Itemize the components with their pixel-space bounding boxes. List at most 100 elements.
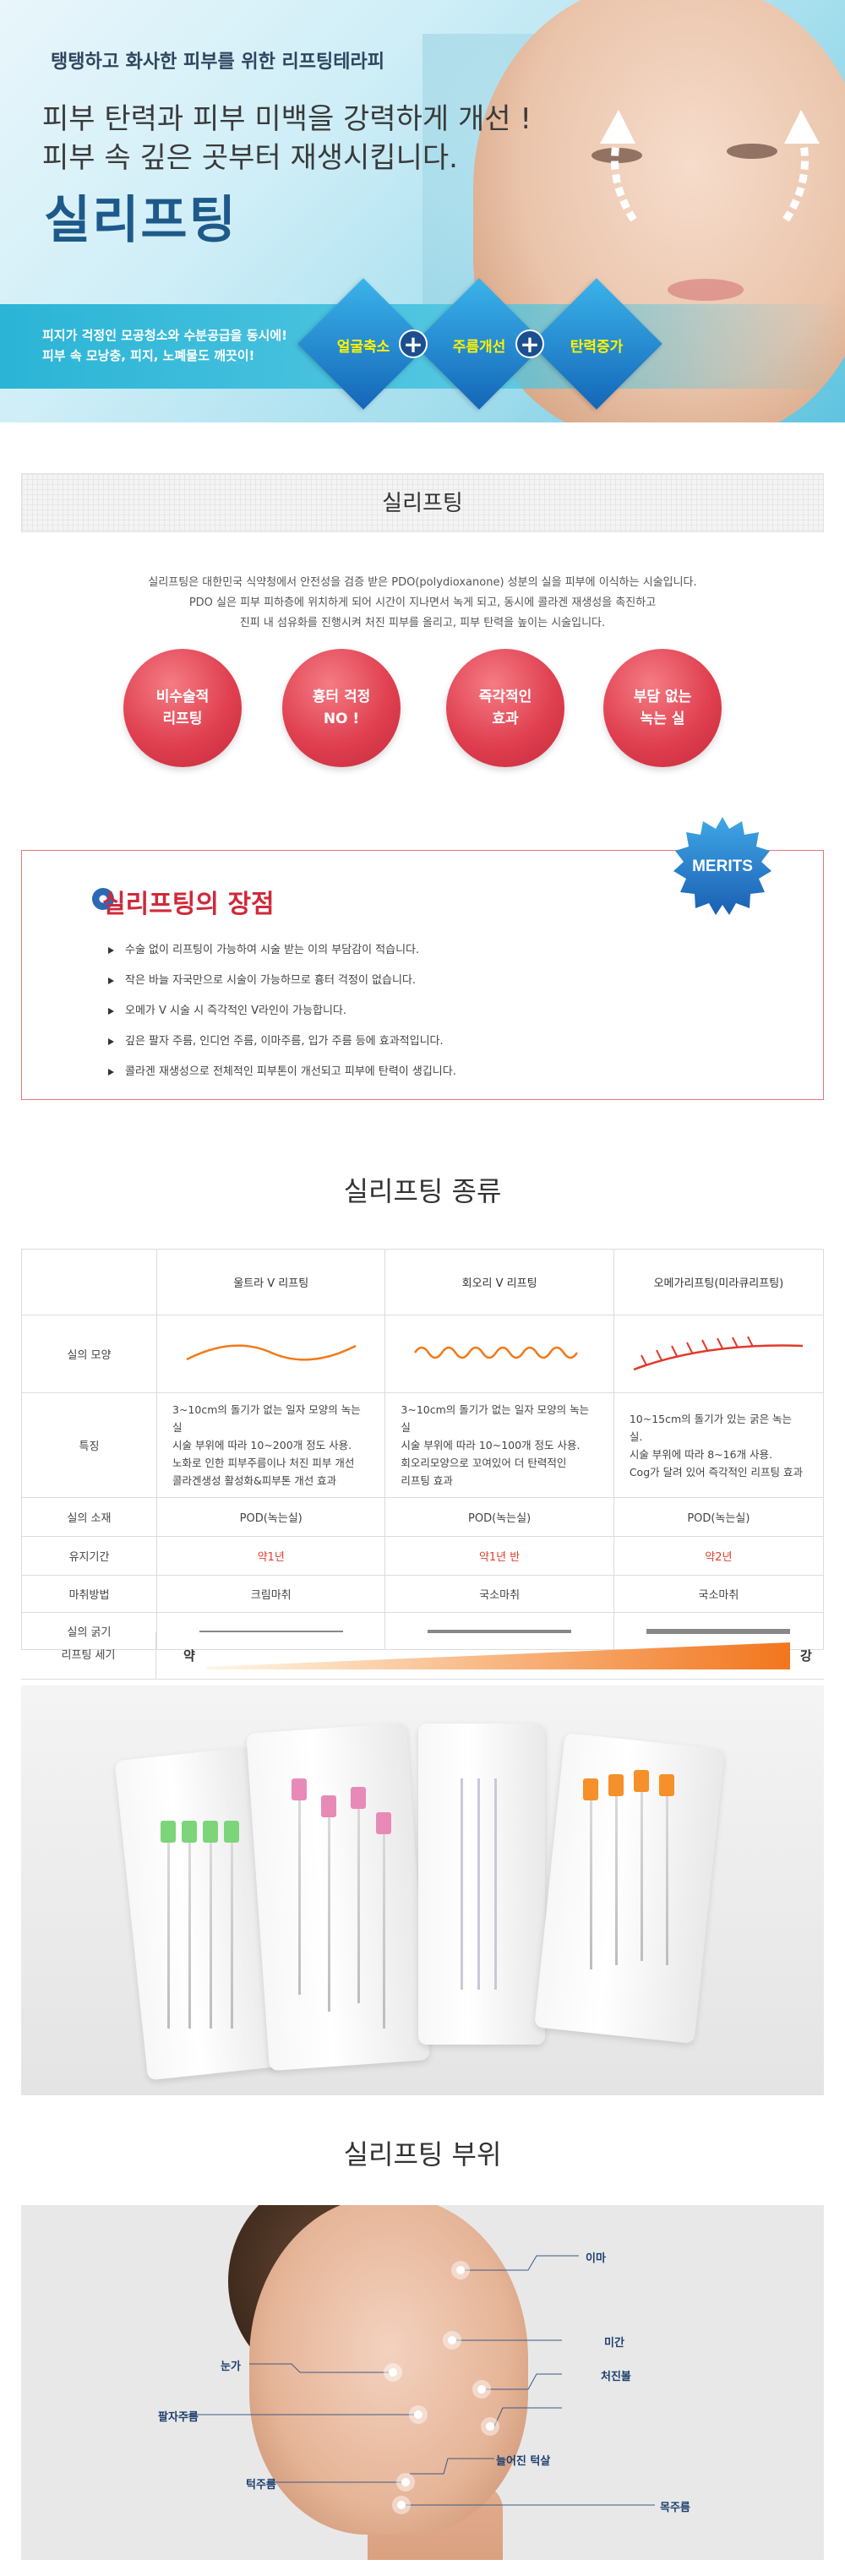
row-header: 특징 [21,1392,157,1498]
thread-pack-clear [418,1724,545,2045]
duration-cell: 약2년 [613,1536,825,1576]
diamond-label-elasticity: 탄력증가 [570,339,624,356]
thread-shape-straight [155,1315,386,1393]
feature-circle-nonsurgical: 비수술적 리프팅 [123,649,242,767]
area-label-undereye: 눈가 [221,2361,241,2373]
needle-hub [224,1821,239,1843]
row-header: 실의 소재 [21,1497,157,1537]
table-corner-cell [21,1249,157,1315]
hero-band-text: 피지가 걱정인 모공청소와 수분공급을 동시에! 피부 속 모낭충, 피지, 노… [42,325,287,366]
merits-item: 깊은 팔자 주름, 인디언 주름, 이마주름, 입가 주름 등에 효과적입니다. [106,1027,456,1057]
feature-cell: 10~15cm의 돌기가 있는 굵은 녹는 실. 시술 부위에 따라 8~16개… [613,1392,825,1498]
material-cell: POD(녹는실) [613,1497,825,1537]
area-point-cheek [477,2385,486,2394]
hero-headline-line: 피부 탄력과 피부 미백을 강력하게 개선 ! [42,102,532,136]
merits-item: 콜라겐 재생성으로 전체적인 피부톤이 개선되고 피부에 탄력이 생깁니다. [106,1057,456,1087]
merits-badge: MERITS [673,817,771,915]
section-header-box: 실리프팅 [21,473,824,532]
diamond-label-wrinkle: 주름개선 [452,339,506,356]
thread-shape-cog [613,1315,825,1393]
merits-badge-text: MERITS [692,858,753,875]
row-header: 실의 모양 [21,1315,157,1393]
strength-gradient-bar [207,1642,790,1669]
anesthesia-cell: 국소마취 [384,1575,614,1613]
table-row: 실의 모양 [21,1315,825,1393]
needle-shaft [231,1843,233,2029]
intro-text: 실리프팅은 대한민국 식약청에서 안전성을 검증 받은 PDO(polydiox… [0,573,845,634]
area-label-nasolabial: 팔자주름 [158,2411,199,2424]
thread-shape-twist [384,1315,614,1393]
hero-band-line: 피지가 걱정인 모공청소와 수분공급을 동시에! [42,328,287,343]
plus-icon: + [399,329,428,358]
feature-text: 3~10cm의 돌기가 없는 일자 모양의 녹는실 [172,1403,361,1434]
strength-weak-label: 약 [183,1648,195,1664]
feature-cell: 3~10cm의 돌기가 없는 일자 모양의 녹는실 시술 부위에 따라 10~2… [155,1392,386,1498]
merits-item: 작은 바늘 자국만으로 시술이 가능하므로 흉터 걱정이 없습니다. [106,966,456,996]
needle-hub [583,1778,598,1800]
area-label-neck: 목주름 [660,2502,690,2514]
needle-shaft [357,1809,360,2003]
bullet-circle-icon [92,888,114,910]
hero-band-line: 피부 속 모낭충, 피지, 노폐물도 깨끗이! [42,348,255,363]
thickness-bar [428,1629,572,1633]
area-point-neck [397,2501,406,2509]
section-title-areas: 실리프팅 부위 [343,2138,502,2170]
table-row: 유지기간 약1년 약1년 반 약2년 [21,1536,825,1576]
strength-strong-label: 강 [800,1648,812,1664]
needle-hub [634,1770,649,1792]
feature-line: 부담 없는 [633,689,692,705]
types-table: 울트라 V 리프팅 회오리 V 리프팅 오메가리프팅(미라큐리프팅) 실의 모양… [21,1249,825,1650]
merits-list: 수술 없이 리프팅이 가능하여 시술 받는 이의 부담감이 적습니다. 작은 바… [106,935,456,1087]
feature-text: 시술 부위에 따라 10~100개 정도 사용. [401,1439,581,1451]
column-header: 오메가리프팅(미라큐리프팅) [613,1249,825,1315]
needle-hub [659,1774,674,1796]
needle-shaft [167,1843,170,2029]
needle-hub [182,1821,197,1843]
hero-kicker: 탱탱하고 화사한 피부를 위한 리프팅테라피 [51,52,384,73]
hero-headline: 피부 탄력과 피부 미백을 강력하게 개선 ! 피부 속 깊은 곳부터 재생시킵… [42,100,532,177]
diamond-label-face-slim: 얼굴축소 [336,339,390,356]
needle-shaft [641,1792,643,1961]
feature-text: 시술 부위에 따라 8~16개 사용. [629,1447,773,1461]
needle-hub [321,1795,336,1817]
feature-text: 노화로 인한 피부주름이나 처진 피부 개선 [172,1457,355,1469]
lift-arrow-icon [600,110,637,222]
area-label-sagging-cheek: 처진볼 [601,2371,631,2383]
duration-cell: 약1년 [155,1536,386,1576]
thickness-cell [613,1612,825,1650]
intro-line: 실리프팅은 대한민국 식약청에서 안전성을 검증 받은 PDO(polydiox… [148,576,697,589]
feature-cell: 3~10cm의 돌기가 없는 일자 모양의 녹는실 시술 부위에 따라 10~1… [384,1392,614,1498]
feature-line: NO ! [323,711,360,727]
thickness-cell [384,1612,614,1650]
section-title-about: 실리프팅 [382,491,463,516]
anesthesia-cell: 국소마취 [613,1575,825,1613]
area-label-jowl: 늘어진 턱살 [496,2455,551,2468]
thread-pack-orange [534,1733,725,2044]
area-leader-lines [182,2255,655,2506]
needle-hub [351,1787,366,1809]
area-point-nasolabial [414,2410,422,2419]
table-row: 울트라 V 리프팅 회오리 V 리프팅 오메가리프팅(미라큐리프팅) [21,1249,825,1315]
area-label-chin: 턱주름 [246,2479,276,2492]
duration-cell: 약1년 반 [384,1536,614,1576]
table-row: 실의 소재 POD(녹는실) POD(녹는실) POD(녹는실) [21,1497,825,1537]
treatment-areas-diagram: 이마 미간 눈가 처진볼 팔자주름 늘어진 턱살 턱주름 목주름 [21,2205,824,2560]
feature-line: 녹는 실 [640,711,685,727]
feature-text: 10~15cm의 돌기가 있는 굵은 녹는 실. [629,1412,793,1443]
needle-shaft [666,1796,668,1965]
column-header: 회오리 V 리프팅 [384,1249,614,1315]
twist-thread-icon [414,1346,579,1359]
badge-starburst-shape [673,817,771,915]
needle-hub [608,1774,624,1796]
needle-hub [203,1821,218,1843]
thread-products-photo [21,1686,824,2095]
feature-text: 리프팅 효과 [401,1474,453,1487]
area-point-undereye [389,2368,397,2377]
needle-shaft [494,1778,497,1990]
needle-shaft [615,1796,618,1965]
hero-headline-line: 피부 속 깊은 곳부터 재생시킵니다. [42,141,458,175]
row-header: 마취방법 [21,1575,157,1613]
strength-row: 리프팅 세기 약 강 [21,1632,824,1680]
